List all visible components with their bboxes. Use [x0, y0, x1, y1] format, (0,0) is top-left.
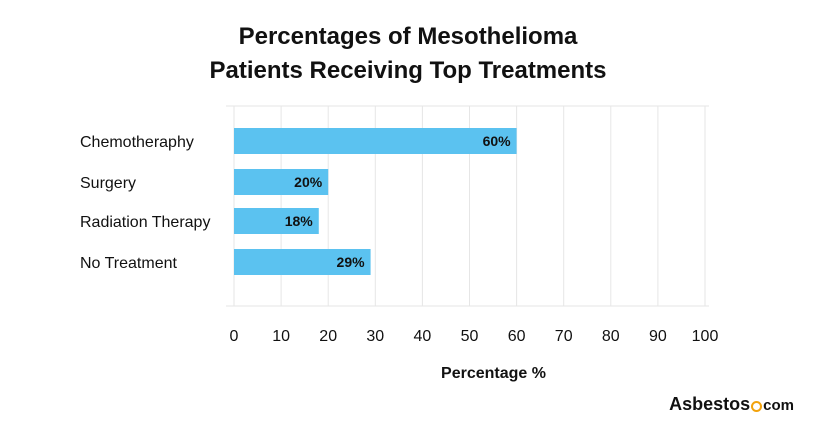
category-label-2: Radiation Therapy: [80, 214, 210, 231]
brand-name: Asbestos: [669, 394, 751, 414]
bar-value-label-3: 29%: [337, 254, 366, 270]
x-tick-label-0: 0: [230, 328, 239, 345]
x-tick-label-30: 30: [366, 328, 384, 345]
category-label-1: Surgery: [80, 175, 136, 192]
x-axis-label: Percentage %: [441, 365, 546, 382]
brand-logo: Asbestos com: [669, 394, 794, 415]
brand-dot-icon: [751, 401, 763, 412]
chart-title-line-1: Percentages of Mesothelioma: [238, 23, 578, 50]
brand-suffix: com: [763, 397, 794, 414]
x-tick-label-90: 90: [649, 328, 667, 345]
bar-2: [234, 208, 319, 234]
bar-1: [234, 169, 329, 195]
bar-value-label-1: 20%: [294, 174, 323, 190]
x-tick-label-20: 20: [319, 328, 337, 345]
x-tick-label-100: 100: [692, 328, 719, 345]
category-label-3: No Treatment: [80, 255, 177, 272]
x-tick-label-60: 60: [508, 328, 526, 345]
bar-value-label-2: 18%: [285, 213, 314, 229]
chart-title: Percentages of Mesothelioma Patients Rec…: [0, 20, 816, 88]
x-tick-label-40: 40: [414, 328, 432, 345]
x-tick-label-10: 10: [272, 328, 290, 345]
x-tick-label-80: 80: [602, 328, 620, 345]
x-tick-label-70: 70: [555, 328, 573, 345]
chart-title-line-2: Patients Receiving Top Treatments: [209, 57, 607, 84]
bar-3: [234, 249, 371, 275]
bar-value-label-0: 60%: [483, 133, 512, 149]
x-tick-label-50: 50: [461, 328, 479, 345]
bar-0: [234, 128, 517, 154]
category-label-0: Chemotheraphy: [80, 134, 194, 151]
